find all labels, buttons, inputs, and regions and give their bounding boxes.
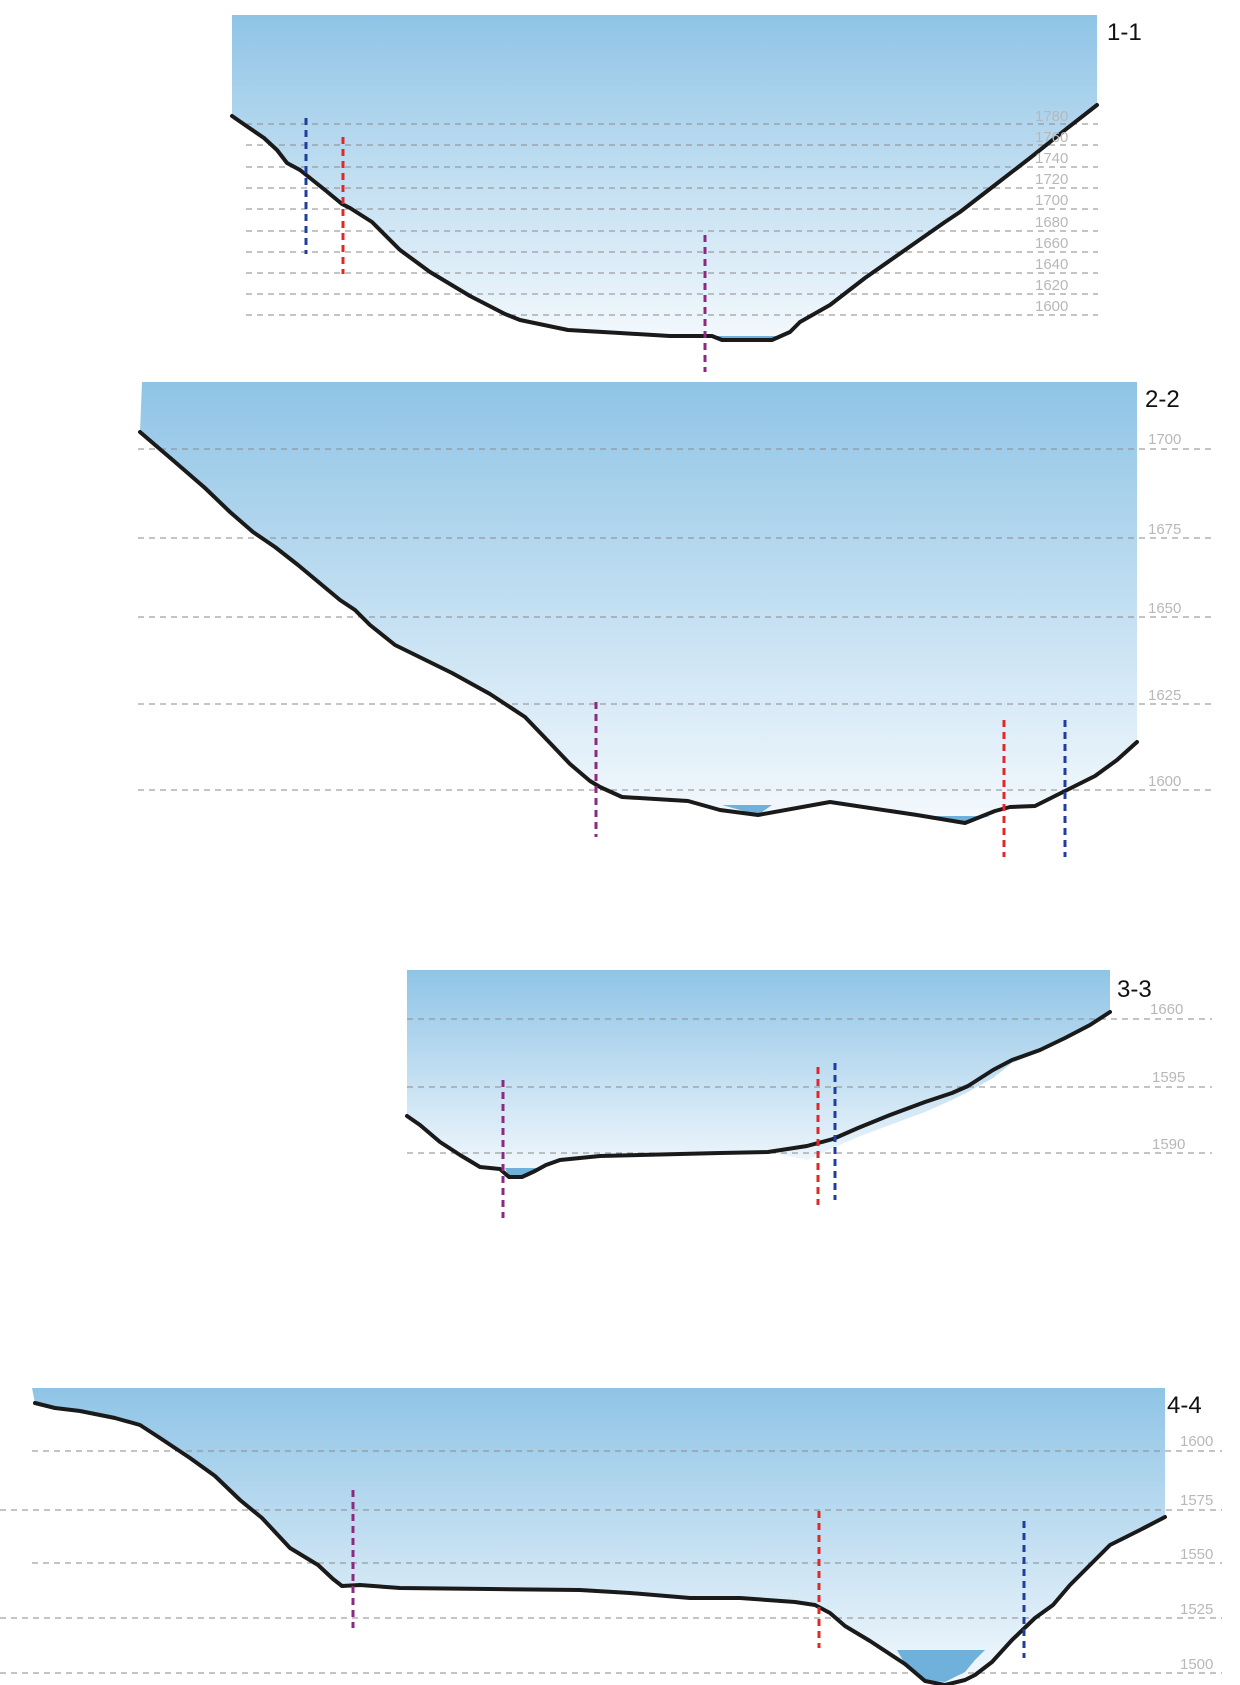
water-surface <box>722 805 772 815</box>
elevation-label: 1660 <box>1035 235 1068 252</box>
terrain-profile <box>405 1010 1112 1179</box>
elevation-label: 1760 <box>1035 129 1068 146</box>
section-fill <box>32 1388 1165 1685</box>
section-label: 3-3 <box>1117 976 1152 1003</box>
elevation-label: 1575 <box>1180 1492 1213 1509</box>
elevation-label: 1600 <box>1180 1433 1213 1450</box>
section-1-1: 1780 1760 1740 1720 1700 1680 1660 1640 … <box>230 15 1142 372</box>
elevation-gridlines <box>138 448 1212 791</box>
elevation-label: 1600 <box>1148 773 1181 790</box>
elevation-labels: 1700 1675 1650 1625 1600 <box>1148 431 1181 790</box>
elevation-label: 1780 <box>1035 108 1068 125</box>
elevation-labels: 1780 1760 1740 1720 1700 1680 1660 1640 … <box>1035 108 1068 315</box>
elevation-labels: 1660 1595 1590 <box>1150 1001 1185 1153</box>
elevation-gridlines <box>407 1018 1212 1154</box>
elevation-label: 1590 <box>1152 1136 1185 1153</box>
elevation-label: 1740 <box>1035 150 1068 167</box>
section-label: 2-2 <box>1145 386 1180 413</box>
elevation-label: 1660 <box>1150 1001 1183 1018</box>
elevation-label: 1600 <box>1035 298 1068 315</box>
section-fill <box>232 15 1097 340</box>
section-fill <box>140 382 1137 823</box>
section-fill <box>407 970 1110 1177</box>
elevation-label: 1650 <box>1148 600 1181 617</box>
elevation-label: 1500 <box>1180 1656 1213 1673</box>
elevation-label: 1675 <box>1148 521 1181 538</box>
elevation-label: 1680 <box>1035 214 1068 231</box>
elevation-label: 1550 <box>1180 1546 1213 1563</box>
section-label: 1-1 <box>1107 19 1142 46</box>
elevation-label: 1525 <box>1180 1601 1213 1618</box>
elevation-label: 1700 <box>1035 192 1068 209</box>
elevation-label: 1595 <box>1152 1069 1185 1086</box>
elevation-label: 1620 <box>1035 277 1068 294</box>
elevation-label: 1640 <box>1035 256 1068 273</box>
elevation-label: 1720 <box>1035 171 1068 188</box>
elevation-label: 1700 <box>1148 431 1181 448</box>
elevation-label: 1625 <box>1148 687 1181 704</box>
section-2-2: 1700 1675 1650 1625 1600 2-2 <box>138 382 1212 857</box>
elevation-gridlines <box>246 123 1098 316</box>
terrain-profile <box>230 103 1099 342</box>
section-3-3: 1660 1595 1590 3-3 <box>405 970 1212 1218</box>
section-label: 4-4 <box>1167 1392 1202 1419</box>
elevation-labels: 1600 1575 1550 1525 1500 <box>1180 1433 1213 1673</box>
section-4-4: 1600 1575 1550 1525 1500 4-4 <box>0 1388 1222 1685</box>
water-surface <box>505 1168 540 1177</box>
